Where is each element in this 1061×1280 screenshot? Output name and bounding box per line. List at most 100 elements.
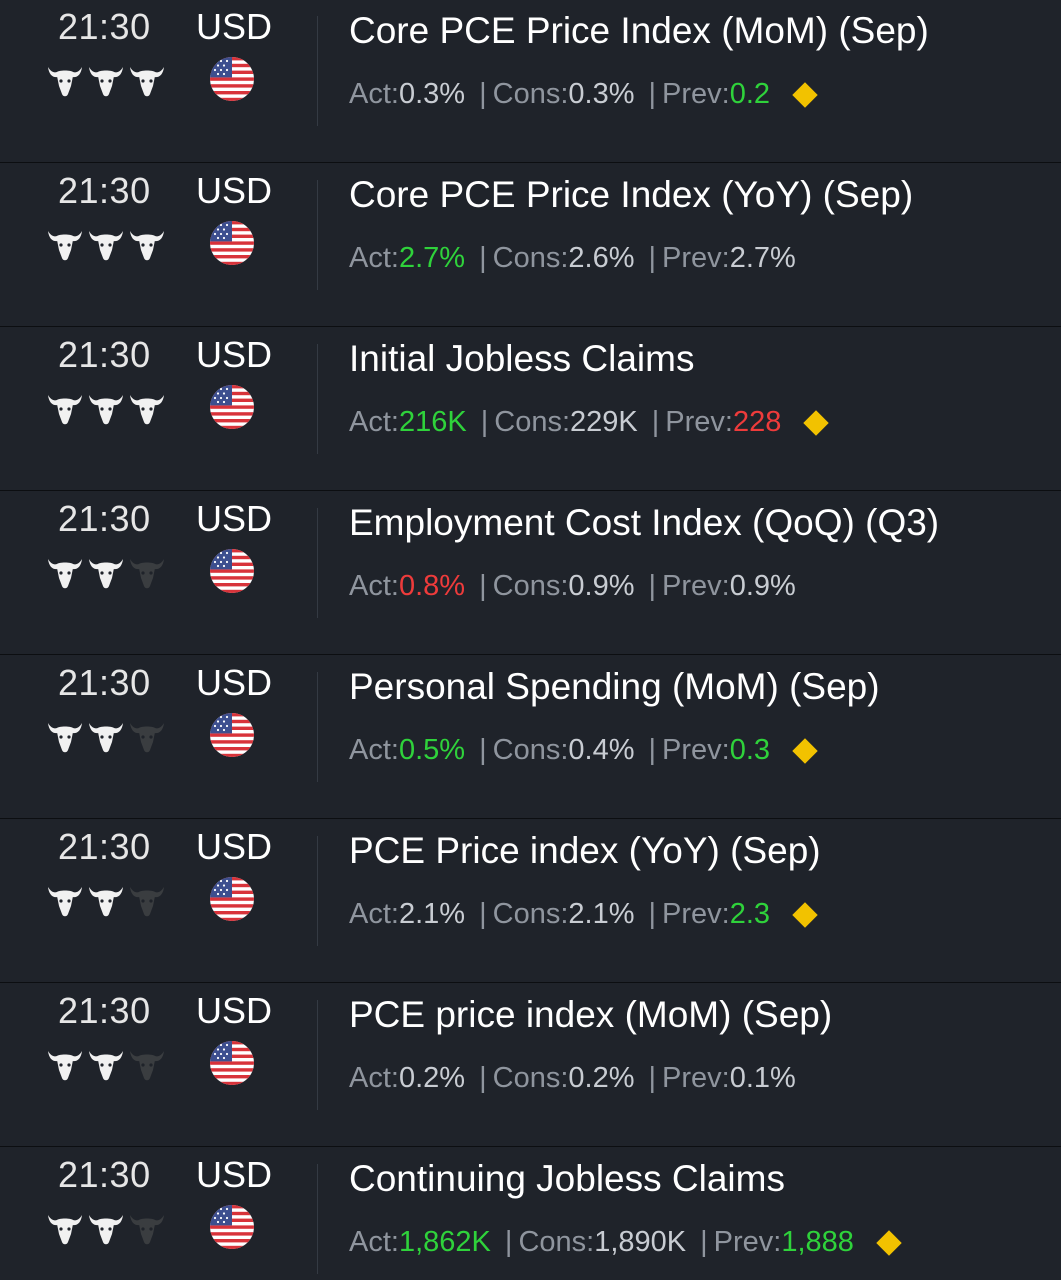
consensus-label: Cons: [492, 78, 569, 110]
bull-icon [87, 228, 125, 262]
stats-separator: | [479, 734, 487, 766]
previous-value: 0.2 [729, 78, 771, 110]
importance-rating [46, 1048, 168, 1084]
event-currency: USD [196, 170, 273, 211]
event-row[interactable]: 21:30 USD Initial Jobless Claims [0, 328, 1061, 491]
event-row[interactable]: 21:30 USD Employment Cost Index (QoQ) (Q… [0, 492, 1061, 655]
event-row[interactable]: 21:30 USD Core PCE Price Index (YoY) (Se… [0, 164, 1061, 327]
event-time: 21:30 [58, 170, 151, 211]
us-flag-icon [210, 57, 254, 101]
event-row[interactable]: 21:30 USD PCE price index (MoM) (Sep) [0, 984, 1061, 1147]
revised-diamond-icon [803, 409, 830, 436]
column-divider [317, 1000, 318, 1110]
event-stats: Act: 0.8% | Cons: 0.9% | Prev: 0.9% [349, 570, 796, 603]
bull-icon [128, 1048, 166, 1082]
column-divider [317, 508, 318, 618]
actual-value: 0.2% [398, 1062, 466, 1094]
event-title[interactable]: PCE Price index (YoY) (Sep) [349, 830, 821, 871]
bull-icon [128, 556, 166, 590]
importance-rating [46, 720, 168, 756]
bull-icon [46, 392, 84, 426]
bull-icon [87, 64, 125, 98]
event-currency: USD [196, 498, 273, 539]
event-title[interactable]: Employment Cost Index (QoQ) (Q3) [349, 502, 940, 543]
event-title[interactable]: Personal Spending (MoM) (Sep) [349, 666, 880, 707]
stats-separator: | [479, 242, 487, 274]
importance-rating [46, 556, 168, 592]
actual-value: 2.1% [398, 898, 466, 930]
consensus-label: Cons: [494, 406, 571, 438]
event-title[interactable]: Core PCE Price Index (YoY) (Sep) [349, 174, 914, 215]
event-stats: Act: 0.5% | Cons: 0.4% | Prev: 0.3 [349, 734, 818, 767]
stats-separator: | [480, 406, 489, 438]
actual-value: 216K [398, 406, 467, 438]
previous-value: 0.9% [729, 570, 796, 602]
bull-icon [128, 1212, 166, 1246]
importance-rating [46, 392, 168, 428]
bull-icon [128, 228, 166, 262]
bull-icon [46, 1048, 84, 1082]
previous-label: Prev: [665, 406, 733, 438]
stats-separator: | [648, 898, 657, 930]
previous-label: Prev: [713, 1226, 782, 1258]
bull-icon [87, 1212, 125, 1246]
previous-label: Prev: [662, 734, 730, 766]
us-flag-icon [210, 877, 254, 921]
bull-icon [128, 392, 166, 426]
event-title[interactable]: Continuing Jobless Claims [349, 1158, 785, 1199]
actual-label: Act: [349, 1226, 399, 1258]
actual-label: Act: [349, 1062, 399, 1094]
consensus-label: Cons: [492, 242, 569, 274]
event-stats: Act: 1,862K | Cons: 1,890K | Prev: 1,888 [349, 1226, 902, 1259]
event-title[interactable]: Core PCE Price Index (MoM) (Sep) [349, 10, 929, 51]
column-divider [317, 1164, 318, 1274]
bull-icon [46, 884, 84, 918]
stats-separator: | [504, 1226, 513, 1258]
previous-value: 1,888 [781, 1226, 854, 1258]
revised-diamond-icon [876, 1229, 902, 1256]
event-stats: Act: 2.7% | Cons: 2.6% | Prev: 2.7% [349, 242, 796, 275]
actual-label: Act: [349, 78, 399, 110]
actual-value: 1,862K [398, 1226, 491, 1258]
event-time: 21:30 [58, 826, 151, 867]
bull-icon [128, 884, 166, 918]
previous-value: 2.3 [729, 898, 771, 930]
event-stats: Act: 0.3% | Cons: 0.3% | Prev: 0.2 [349, 78, 818, 111]
previous-value: 2.7% [729, 242, 796, 274]
bull-icon [46, 228, 84, 262]
consensus-value: 0.4% [568, 734, 635, 766]
stats-separator: | [700, 1226, 708, 1258]
bull-icon [128, 720, 166, 754]
event-title[interactable]: PCE price index (MoM) (Sep) [349, 994, 833, 1035]
actual-label: Act: [349, 898, 399, 930]
bull-icon [87, 392, 125, 426]
consensus-label: Cons: [492, 1062, 569, 1094]
event-title[interactable]: Initial Jobless Claims [349, 338, 695, 379]
consensus-value: 2.6% [568, 242, 635, 274]
previous-label: Prev: [662, 1062, 730, 1094]
revised-diamond-icon [792, 81, 818, 108]
event-currency: USD [196, 334, 273, 375]
consensus-value: 0.9% [568, 570, 635, 602]
event-row[interactable]: 21:30 USD Personal Spending (MoM) (Sep) [0, 656, 1061, 819]
event-row[interactable]: 21:30 USD Continuing Jobless Claims [0, 1148, 1061, 1280]
event-stats: Act: 2.1% | Cons: 2.1% | Prev: 2.3 [349, 898, 818, 931]
consensus-value: 0.2% [568, 1062, 635, 1094]
event-time: 21:30 [58, 334, 151, 375]
event-row[interactable]: 21:30 USD PCE Price index (YoY) (Sep) [0, 820, 1061, 983]
importance-rating [46, 64, 168, 100]
event-stats: Act: 216K | Cons: 229K | Prev: 228 [349, 406, 830, 439]
event-time: 21:30 [58, 6, 151, 47]
event-stats: Act: 0.2% | Cons: 0.2% | Prev: 0.1% [349, 1062, 796, 1095]
consensus-value: 1,890K [594, 1226, 687, 1258]
importance-rating [46, 228, 168, 264]
column-divider [317, 16, 318, 126]
us-flag-icon [210, 549, 254, 593]
us-flag-icon [210, 1041, 254, 1085]
stats-separator: | [648, 734, 657, 766]
consensus-label: Cons: [492, 898, 569, 930]
event-row[interactable]: 21:30 USD Core PCE Price Index (MoM) (Se… [0, 0, 1061, 163]
previous-value: 228 [732, 406, 782, 438]
column-divider [317, 836, 318, 946]
stats-separator: | [651, 406, 660, 438]
